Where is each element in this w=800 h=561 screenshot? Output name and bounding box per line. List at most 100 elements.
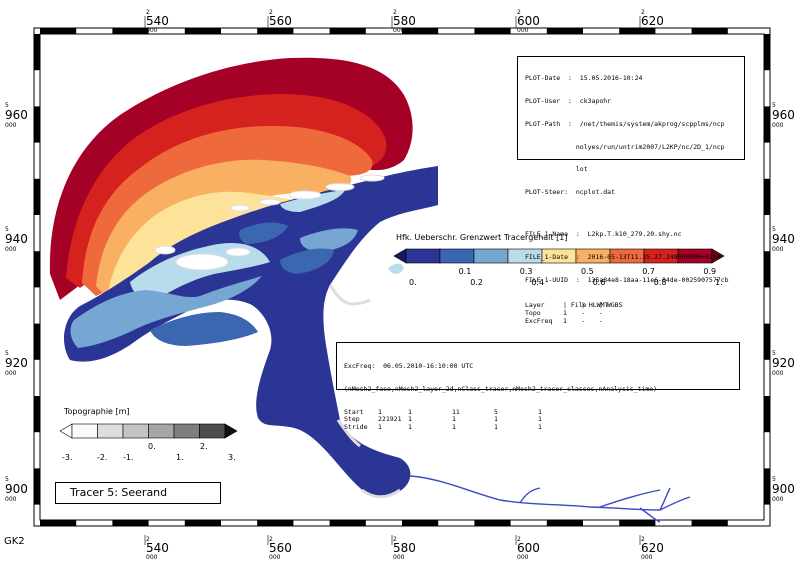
easting-tick-suffix: 000 — [146, 27, 158, 34]
easting-tick-prefix: 2 — [393, 536, 397, 543]
frame-segment — [546, 28, 583, 34]
exc-cell: 1 — [452, 415, 456, 424]
layer-cell: - — [599, 316, 603, 325]
topo-label-bottom: -1. — [123, 453, 134, 462]
northing-tick-suffix: 000 — [772, 370, 784, 377]
northing-tick-prefix: 5 — [5, 226, 9, 233]
colorbar-swatch — [71, 423, 98, 439]
frame-segment — [546, 520, 583, 526]
northing-tick-label: 940 — [772, 232, 795, 246]
exceedance-info-panel: ExcFreq: 06.05.2010-16:10:00 UTC (nMesh2… — [336, 342, 740, 431]
topo-label-bottom: 3. — [228, 453, 236, 462]
easting-tick-prefix: 2 — [146, 536, 150, 543]
layer-cell: - — [599, 309, 603, 317]
map-area — [49, 57, 691, 523]
colorbar-over-triangle — [224, 423, 238, 439]
northing-tick-suffix: 000 — [772, 122, 784, 129]
tracer-label-bottom: 0.2 — [470, 278, 483, 287]
frame-segment — [329, 28, 366, 34]
easting-tick-suffix: 000 — [641, 554, 653, 561]
exc-cell: 221921 — [378, 415, 402, 424]
exc-cell: 1 — [538, 415, 542, 424]
easting-tick-prefix: 2 — [517, 9, 521, 16]
northing-tick-suffix: 000 — [772, 246, 784, 253]
easting-tick-suffix: 000 — [393, 554, 405, 561]
frame-segment — [257, 520, 294, 526]
frame-segment — [34, 178, 40, 215]
colorbar-swatch — [439, 248, 475, 264]
frame-segment — [34, 34, 40, 71]
topography-dry-fringe — [328, 284, 401, 499]
exc-title: ExcFreq: 06.05.2010-16:10:00 UTC — [344, 362, 474, 371]
colorbar-over-triangle — [711, 248, 725, 264]
northing-tick-prefix: 5 — [772, 350, 776, 357]
topo-label-top: 0. — [148, 442, 156, 451]
frame-segment — [764, 468, 770, 505]
northing-tick-prefix: 5 — [772, 102, 776, 109]
layer-cell: ExcFreq — [525, 316, 553, 325]
tracer-zone-class-0 — [64, 166, 438, 497]
tracer-label-top: 0.9 — [703, 267, 716, 276]
frame-segment — [764, 106, 770, 143]
frame-segment — [764, 34, 770, 71]
tracer-label-top: 0.3 — [520, 267, 533, 276]
easting-tick-prefix: 2 — [517, 536, 521, 543]
frame-segment — [329, 520, 366, 526]
frame-segment — [112, 28, 149, 34]
northing-tick-label: 960 — [5, 108, 28, 122]
frame-segment — [474, 28, 511, 34]
topography-colorbar-labels: 0. 2. -3. -2. -1. 1. 3. — [62, 442, 236, 462]
exc-cell: 1 — [538, 407, 542, 416]
tracer-zone-class-3 — [130, 190, 404, 304]
frame-segment — [34, 468, 40, 505]
frame-segment — [764, 323, 770, 360]
layer-header-cell: | File — [563, 301, 587, 310]
file-date: FILE_1-Date : 2016-05-13T11.35.27.248000… — [525, 252, 721, 261]
file-name: FILE_1-Name : L2kp.T.k10_279.20.shy.nc — [525, 230, 682, 239]
islands — [154, 174, 385, 271]
tracer-label-top: 0.7 — [642, 267, 655, 276]
frame-segment — [34, 251, 40, 288]
file-uuid: FILE_1-UUID : 135a84e8-18aa-11e6-84de-00… — [525, 275, 729, 284]
frame-segment — [257, 28, 294, 34]
northing-tick-suffix: 000 — [5, 122, 17, 129]
plot-path-line-1: PLOT-Path : /net/themis/system/akprog/sc… — [525, 119, 725, 128]
northing-tick-suffix: 000 — [5, 246, 17, 253]
northing-tick-suffix: 000 — [5, 370, 17, 377]
exc-cell: 1 — [408, 415, 412, 424]
tracer-label-top: 0.5 — [581, 267, 594, 276]
easting-tick-prefix: 2 — [269, 536, 273, 543]
easting-tick-prefix: 2 — [641, 536, 645, 543]
tracer-colorbar-labels: 0.1 0.3 0.5 0.7 0.9 0. 0.2 0.4 0.6 0.8 1. — [409, 267, 723, 287]
northing-tick-label: 940 — [5, 232, 28, 246]
topo-label-bottom: 1. — [176, 453, 184, 462]
tracer-label-top: 0.1 — [459, 267, 472, 276]
frame-segment — [34, 106, 40, 143]
easting-tick-suffix: 000 — [269, 27, 281, 34]
northing-tick-label: 920 — [772, 356, 795, 370]
layer-table: Layer | File | HLWMT | WGBS Topo 1 - - E… — [525, 302, 744, 325]
map-frame — [33, 27, 771, 527]
colorbar-swatch — [173, 423, 200, 439]
exc-cell: 1 — [494, 422, 498, 431]
exc-cell: 5 — [494, 407, 498, 416]
exc-cell: 11 — [452, 407, 460, 416]
layer-cell — [621, 318, 651, 326]
frame-segment — [184, 28, 221, 34]
colorbar-swatch — [97, 423, 124, 439]
tracer-zone-class-2 — [70, 228, 358, 348]
tracer-label-bottom: 1. — [715, 278, 723, 287]
layer-cell: 1 — [563, 309, 567, 317]
frame-segment — [474, 520, 511, 526]
exc-cell: 1 — [378, 422, 382, 431]
northing-tick-prefix: 5 — [772, 476, 776, 483]
layer-cell: - — [581, 316, 585, 325]
exc-cell: 1 — [452, 422, 456, 431]
easting-tick-suffix: 000 — [269, 554, 281, 561]
easting-tick-label: 580 — [393, 541, 416, 555]
frame-segment — [764, 178, 770, 215]
easting-tick-prefix: 2 — [269, 9, 273, 16]
colorbar-swatch — [148, 423, 175, 439]
northing-tick-suffix: 000 — [772, 496, 784, 503]
exc-cell: 1 — [408, 407, 412, 416]
